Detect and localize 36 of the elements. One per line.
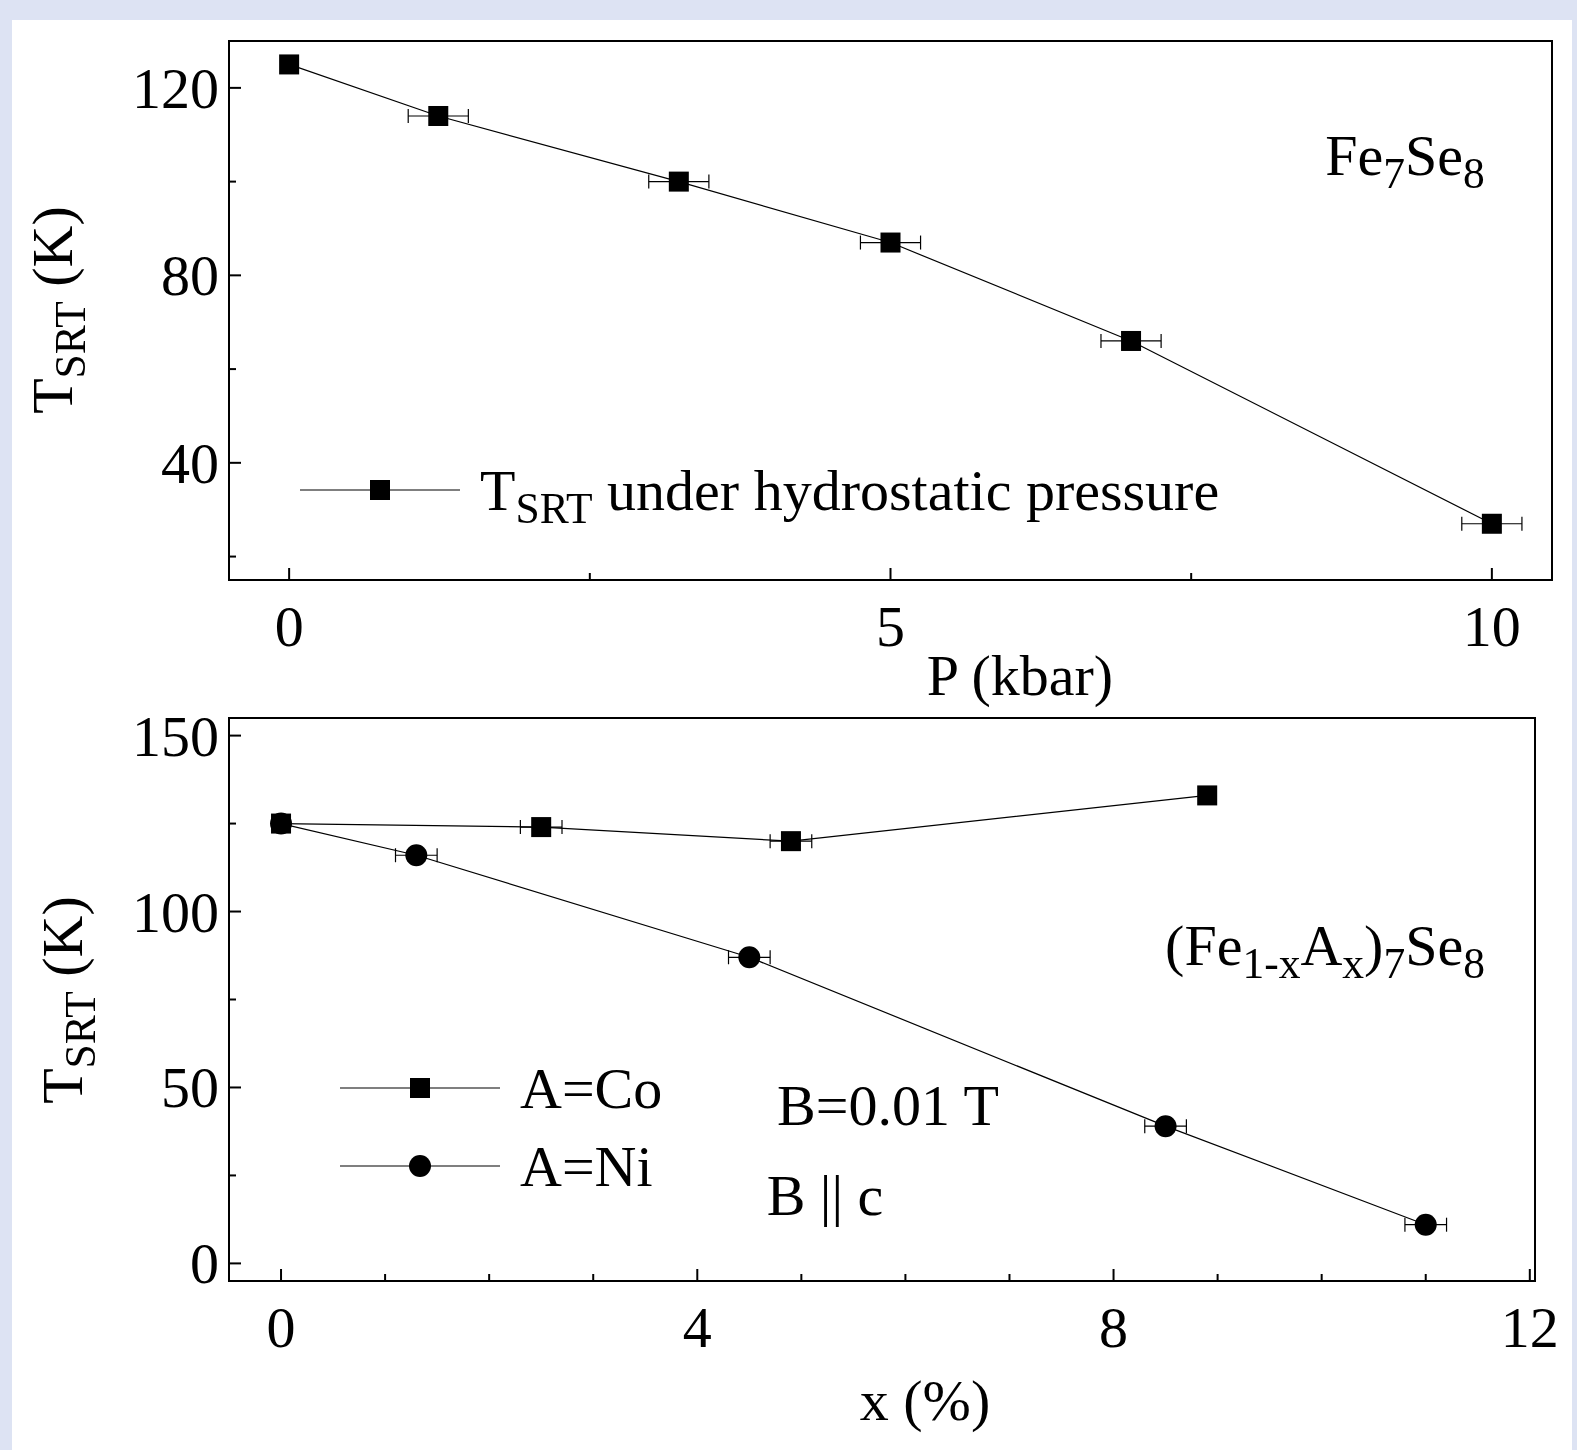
point <box>1154 1115 1177 1138</box>
x-tick-label: 4 <box>682 1295 712 1360</box>
x-axis-title: x (%) <box>859 1368 991 1433</box>
y-tick-label: 0 <box>190 1231 219 1297</box>
point <box>1121 330 1142 351</box>
legend-label: A=Co <box>520 1056 663 1121</box>
annotation: B=0.01 T <box>777 1073 999 1138</box>
point <box>738 946 761 969</box>
x-tick-label: 0 <box>266 1295 296 1360</box>
point <box>780 831 801 852</box>
x-tick-label: 0 <box>274 594 304 659</box>
y-tick-label: 120 <box>132 55 219 121</box>
x-tick-label: 10 <box>1462 594 1521 659</box>
legend-label: A=Ni <box>520 1134 653 1199</box>
point <box>531 817 552 838</box>
point <box>880 232 901 253</box>
annotation: (Fe$_{1-x}$A$_{x}$)$_{7}$Se$_{8}$ <box>1165 913 1485 988</box>
point <box>428 105 449 126</box>
x-tick-label: 8 <box>1099 1295 1129 1360</box>
point <box>1481 513 1502 534</box>
point <box>405 844 428 867</box>
annotation: Fe$_{7}$Se$_{8}$ <box>1325 123 1485 198</box>
point <box>279 54 300 75</box>
y-tick-label: 80 <box>161 243 219 309</box>
y-tick-label: 50 <box>161 1055 219 1121</box>
point <box>1197 785 1218 806</box>
x-tick-label: 5 <box>876 594 905 659</box>
point <box>1414 1213 1437 1236</box>
y-tick-label: 40 <box>161 430 219 496</box>
y-tick-label: 150 <box>132 703 219 769</box>
annotation: B || c <box>766 1163 884 1228</box>
y-tick-label: 100 <box>132 879 219 945</box>
point <box>668 171 689 192</box>
legend-label: T$_{SRT}$ under hydrostatic pressure <box>480 458 1220 533</box>
x-axis-title: P (kbar) <box>926 643 1114 708</box>
x-tick-label: 12 <box>1500 1295 1559 1360</box>
